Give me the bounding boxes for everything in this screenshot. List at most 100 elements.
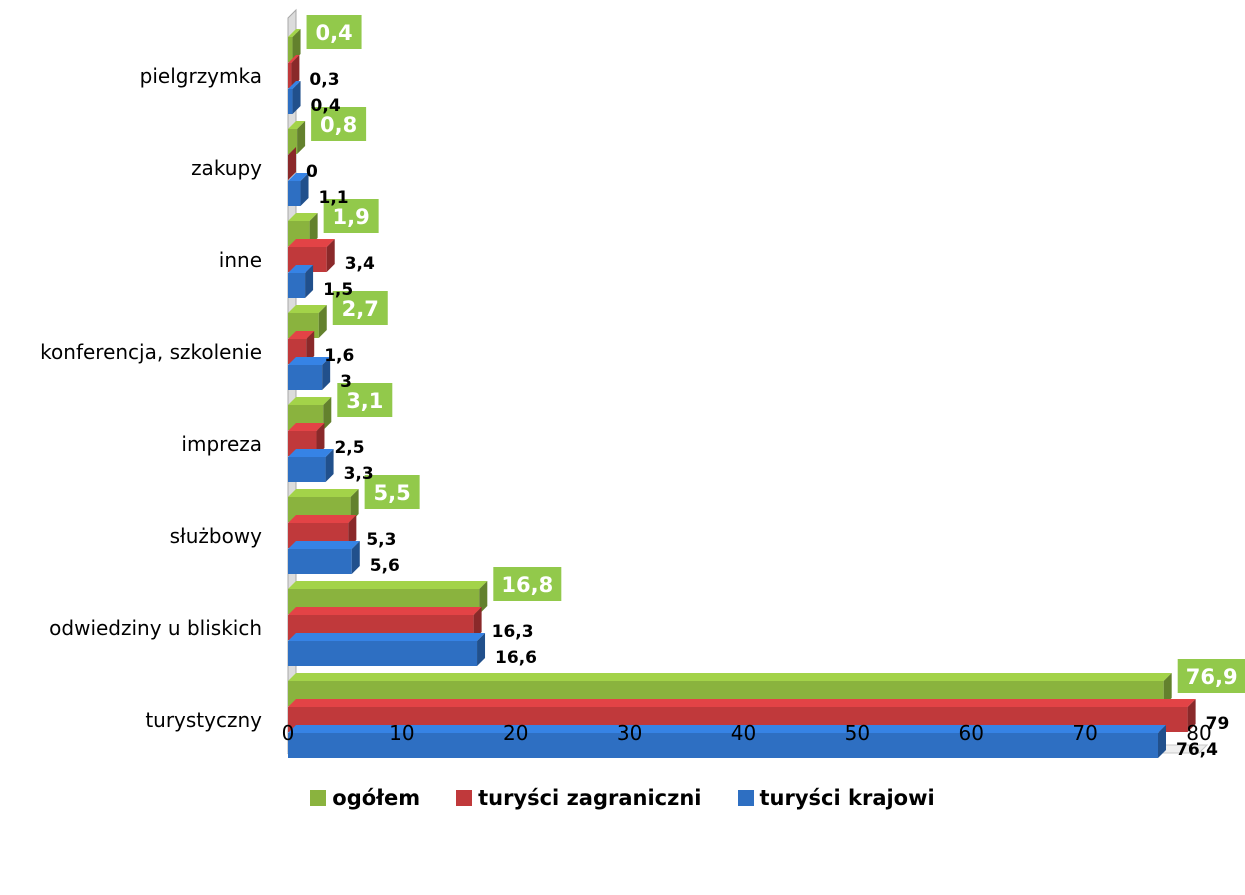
x-tick-label: 20: [503, 721, 528, 745]
bar-end: [305, 265, 314, 298]
legend-item-zagraniczni: turyści zagraniczni: [456, 786, 702, 810]
legend-item-krajowi: turyści krajowi: [737, 786, 935, 810]
bar: [288, 365, 323, 390]
value-label: 2,7: [342, 297, 379, 321]
value-label: 0,4: [311, 96, 341, 116]
legend-swatch-zagraniczni: [456, 790, 473, 806]
bar-end: [1187, 699, 1196, 732]
bar-top: [288, 673, 1172, 681]
value-label: 1,1: [319, 188, 349, 208]
bar-end: [297, 121, 306, 154]
bar-end: [326, 239, 335, 272]
bar-top: [288, 515, 357, 523]
value-label: 1,6: [324, 346, 354, 366]
bar-top: [288, 633, 486, 641]
value-label-box: [1177, 659, 1245, 693]
bar: [288, 181, 301, 206]
bar-top: [288, 699, 1196, 707]
bar-end: [1163, 673, 1172, 706]
legend-label-ogolem: ogółem: [332, 786, 421, 810]
bar-top: [288, 489, 359, 497]
bar-end: [479, 581, 488, 614]
category-label: odwiedziny u bliskich: [49, 616, 262, 640]
bar-top: [288, 239, 335, 247]
bar-top: [288, 331, 315, 339]
bar: [288, 457, 326, 482]
x-tick-label: 0: [282, 721, 295, 745]
bar-end: [288, 147, 296, 180]
bar-top: [288, 397, 332, 405]
value-label: 16,3: [492, 622, 534, 642]
value-label: 3: [340, 372, 352, 392]
x-tick-label: 80: [1186, 721, 1211, 745]
bar-end: [318, 305, 327, 338]
value-label-box: [493, 567, 562, 601]
value-label: 76,9: [1186, 665, 1238, 689]
bar-end: [291, 55, 300, 88]
bar-top: [288, 423, 325, 431]
bar-end: [477, 633, 486, 666]
bar-top: [288, 305, 327, 313]
bar-top: [288, 213, 318, 221]
bar: [288, 733, 1159, 758]
chart-bars: [288, 29, 1196, 758]
bar-top: [288, 29, 301, 37]
bar-top: [288, 607, 482, 615]
value-label: 0,4: [315, 21, 352, 45]
value-label: 16,6: [495, 648, 537, 668]
bar: [288, 63, 292, 88]
legend-item-ogolem: ogółem: [310, 786, 420, 810]
bar-top: [288, 121, 306, 129]
value-label-box: [337, 383, 393, 417]
bar-end: [350, 489, 359, 522]
value-label-box: [364, 475, 420, 509]
bar: [288, 273, 306, 298]
category-label: impreza: [181, 432, 262, 456]
bar-top: [288, 581, 488, 589]
value-label: 16,8: [501, 573, 553, 597]
category-label: konferencja, szkolenie: [40, 340, 262, 364]
bar-top: [288, 81, 301, 89]
bar: [288, 129, 298, 154]
bar-end: [292, 81, 301, 114]
x-tick-label: 40: [731, 721, 756, 745]
x-tick-label: 30: [617, 721, 642, 745]
category-label: turystyczny: [145, 708, 262, 732]
value-label: 2,5: [334, 438, 364, 458]
legend-swatch-krajowi: [737, 790, 754, 806]
bar-end: [325, 449, 334, 482]
value-label-box: [323, 199, 379, 233]
bar-end: [351, 541, 360, 574]
bar: [288, 37, 293, 62]
value-label: 1,9: [333, 205, 370, 229]
x-tick-label: 50: [845, 721, 870, 745]
bar-end: [473, 607, 482, 640]
legend-swatch-ogolem: [310, 790, 327, 806]
bar-top: [288, 725, 1167, 733]
value-label-box: [311, 107, 367, 141]
value-label: 5,6: [370, 556, 400, 576]
value-label: 3,1: [346, 389, 383, 413]
bar-end: [322, 357, 331, 390]
category-label: pielgrzymka: [140, 64, 262, 88]
bar-end: [309, 213, 318, 246]
category-label: służbowy: [170, 524, 263, 548]
bar-top: [288, 541, 360, 549]
value-label: 5,5: [374, 481, 411, 505]
value-label: 1,5: [323, 280, 353, 300]
x-tick-label: 60: [959, 721, 984, 745]
bar-chart: 0 10 20 30 40 50 60 70 80turystyczny76,97976,4od…: [40, 8, 1245, 760]
x-tick-label: 70: [1072, 721, 1097, 745]
bar: [288, 89, 293, 114]
category-label: inne: [219, 248, 262, 272]
bar-top: [288, 449, 334, 457]
x-tick-label: 10: [389, 721, 414, 745]
value-label: 5,3: [366, 530, 396, 550]
bar-end: [292, 29, 301, 62]
value-label: 76,4: [1176, 740, 1218, 760]
bar-end: [1158, 725, 1167, 758]
legend-label-zagraniczni: turyści zagraniczni: [478, 786, 702, 810]
bar-end: [300, 173, 309, 206]
bar: [288, 549, 352, 574]
value-label: 3,4: [345, 254, 375, 274]
